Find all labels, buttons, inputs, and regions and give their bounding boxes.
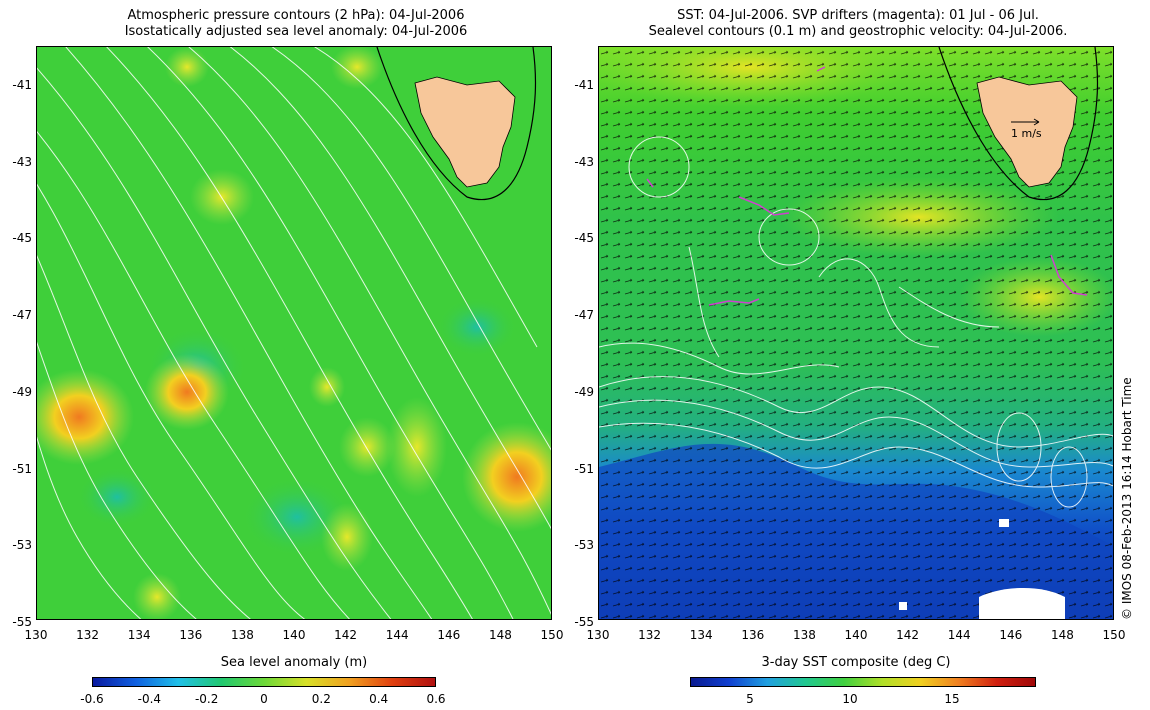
pressure-contours bbox=[37, 47, 551, 619]
colorbar-tick-label: 0.4 bbox=[369, 692, 389, 706]
x-tick-label: 148 bbox=[488, 628, 512, 642]
x-tick-label: 130 bbox=[24, 628, 48, 642]
y-tick-label: -47 bbox=[12, 308, 32, 323]
tasmania-land bbox=[376, 47, 537, 201]
x-tick-label: 144 bbox=[385, 628, 409, 642]
colorbar-tick-label: 0 bbox=[260, 692, 268, 706]
sealevel-contours bbox=[599, 136, 1113, 508]
x-tick-label: 134 bbox=[689, 628, 713, 642]
y-tick-label: -51 bbox=[574, 461, 594, 476]
missing-data-patches bbox=[899, 519, 1065, 619]
colorbar-tick-label: -0.6 bbox=[80, 692, 104, 706]
sst-colorbar-title: 3-day SST composite (deg C) bbox=[761, 655, 951, 670]
y-tick-label: -55 bbox=[12, 614, 32, 629]
right-title-line1: SST: 04-Jul-2006. SVP drifters (magenta)… bbox=[677, 8, 1039, 23]
x-tick-label: 136 bbox=[179, 628, 203, 642]
x-tick-label: 132 bbox=[638, 628, 662, 642]
sst-map-panel: 1 m/s bbox=[598, 46, 1114, 620]
y-tick-label: -43 bbox=[574, 154, 594, 169]
x-tick-label: 140 bbox=[844, 628, 868, 642]
colorbar-tick-label: 0.6 bbox=[426, 692, 446, 706]
sla-map-panel bbox=[36, 46, 552, 620]
x-tick-label: 144 bbox=[947, 628, 971, 642]
x-tick-label: 136 bbox=[741, 628, 765, 642]
velocity-scale-arrow bbox=[1011, 118, 1040, 126]
y-tick-label: -55 bbox=[574, 614, 594, 629]
x-tick-label: 142 bbox=[896, 628, 920, 642]
sst-colorbar bbox=[690, 677, 1036, 687]
sla-colorbar bbox=[92, 677, 436, 687]
left-title-line2: Isostatically adjusted sea level anomaly… bbox=[124, 24, 468, 39]
y-tick-label: -43 bbox=[12, 154, 32, 169]
tasmania-land-right bbox=[938, 47, 1099, 201]
velocity-scale-label: 1 m/s bbox=[1011, 127, 1042, 140]
colorbar-tick-label: 5 bbox=[746, 692, 754, 706]
sst-map bbox=[599, 47, 1113, 619]
y-tick-label: -53 bbox=[12, 538, 32, 553]
y-tick-label: -45 bbox=[12, 231, 32, 246]
y-tick-label: -41 bbox=[12, 78, 32, 92]
sla-colorbar-title: Sea level anomaly (m) bbox=[220, 655, 368, 670]
colorbar-tick-label: 15 bbox=[944, 692, 960, 706]
x-tick-label: 146 bbox=[999, 628, 1023, 642]
x-tick-label: 150 bbox=[1102, 628, 1126, 642]
x-tick-label: 138 bbox=[792, 628, 816, 642]
svp-drifter-tracks bbox=[646, 66, 1088, 306]
y-tick-label: -51 bbox=[12, 461, 32, 476]
y-tick-label: -45 bbox=[574, 231, 594, 246]
x-tick-label: 148 bbox=[1050, 628, 1074, 642]
x-tick-label: 132 bbox=[76, 628, 100, 642]
colorbar-tick-label: -0.4 bbox=[137, 692, 162, 706]
x-tick-label: 150 bbox=[540, 628, 564, 642]
x-tick-label: 138 bbox=[230, 628, 254, 642]
colorbar-tick-label: -0.2 bbox=[194, 692, 219, 706]
x-tick-label: 142 bbox=[334, 628, 358, 642]
left-title-line1: Atmospheric pressure contours (2 hPa): 0… bbox=[127, 8, 465, 23]
x-tick-label: 134 bbox=[127, 628, 151, 642]
right-title-line2: Sealevel contours (0.1 m) and geostrophi… bbox=[648, 24, 1068, 39]
sla-map bbox=[37, 47, 551, 619]
y-tick-label: -47 bbox=[574, 308, 594, 323]
x-tick-label: 140 bbox=[282, 628, 306, 642]
y-tick-label: -49 bbox=[12, 384, 32, 399]
x-tick-label: 130 bbox=[586, 628, 610, 642]
x-tick-label: 146 bbox=[437, 628, 461, 642]
credit-text: © IMOS 08-Feb-2013 16:14 Hobart Time bbox=[1120, 377, 1134, 620]
colorbar-tick-label: 10 bbox=[842, 692, 858, 706]
y-tick-label: -49 bbox=[574, 384, 594, 399]
y-tick-label: -53 bbox=[574, 538, 594, 553]
y-tick-label: -41 bbox=[574, 78, 594, 92]
colorbar-tick-label: 0.2 bbox=[311, 692, 331, 706]
